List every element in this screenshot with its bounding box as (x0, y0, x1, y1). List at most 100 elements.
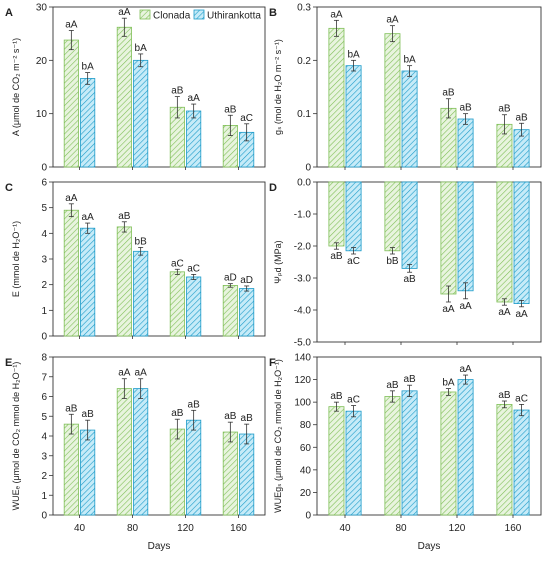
y-tick-label: 2 (41, 471, 47, 482)
bar-uthirankotta-120 (457, 118, 474, 168)
bar-uthirankotta-120 (186, 276, 202, 337)
bar-clonada-40 (328, 27, 345, 168)
significance-label: aA (135, 368, 148, 379)
significance-label: aA (459, 301, 472, 312)
bar-clonada-120 (440, 181, 457, 295)
bar-uthirankotta-40 (80, 429, 96, 516)
y-tick-label: -3.0 (294, 274, 312, 285)
significance-label: aB (403, 374, 416, 385)
bar-uthirankotta-160 (239, 288, 255, 337)
significance-label: aB (403, 274, 416, 285)
bar-clonada-40 (328, 406, 345, 516)
panel-f: 0 20 40 60 80 100 120 140 WUEgₛ (μmol de CO₂ mmo… (269, 353, 542, 552)
significance-label: aB (188, 399, 201, 410)
significance-label: aA (118, 368, 131, 379)
significance-label: aB (171, 408, 184, 419)
y-tick-label: 0.1 (297, 109, 311, 120)
bar-uthirankotta-80 (401, 181, 418, 269)
panel-letter: F (269, 357, 276, 369)
bar-clonada-40 (328, 181, 345, 247)
y-tick-label: -2.0 (294, 242, 312, 253)
significance-label: aA (65, 193, 78, 204)
y-tick-label: 2 (41, 280, 47, 291)
significance-label: aC (347, 395, 360, 406)
significance-label: aB (118, 211, 131, 222)
bar-uthirankotta-40 (345, 65, 362, 168)
bar-uthirankotta-80 (133, 59, 149, 168)
bar-uthirankotta-40 (80, 78, 96, 168)
legend-label-clonada: Clonada (153, 11, 191, 22)
x-tick-label: 120 (449, 523, 466, 534)
y-tick-label: 4 (41, 432, 47, 443)
significance-label: aB (171, 86, 184, 97)
x-tick-label: 160 (230, 523, 247, 534)
bar-uthirankotta-80 (133, 388, 149, 516)
x-axis-title: Days (418, 541, 441, 552)
y-tick-label: 0.3 (297, 3, 311, 14)
plot-frame (316, 6, 542, 168)
significance-label: bB (386, 256, 399, 267)
x-tick-label: 80 (127, 523, 139, 534)
y-tick-label: 0 (305, 163, 311, 174)
bar-clonada-80 (116, 26, 132, 168)
y-tick-label: 100 (294, 398, 311, 409)
bar-uthirankotta-80 (133, 250, 149, 337)
significance-label: bA (82, 62, 95, 73)
y-tick-label: 30 (36, 3, 48, 14)
y-tick-label: 40 (300, 465, 312, 476)
bar-uthirankotta-80 (401, 70, 418, 168)
significance-label: aA (82, 212, 95, 223)
x-tick-label: 120 (177, 523, 194, 534)
y-tick-label: 0 (41, 332, 47, 343)
y-tick-label: 7 (41, 372, 47, 383)
y-tick-label: 60 (300, 443, 312, 454)
y-tick-label: 80 (300, 420, 312, 431)
bar-clonada-160 (496, 403, 513, 516)
bar-uthirankotta-160 (513, 181, 530, 304)
bar-uthirankotta-40 (345, 181, 362, 252)
y-axis-title: E (mmol de H₂O⁻¹) (11, 221, 21, 297)
bar-clonada-40 (63, 209, 79, 337)
y-tick-label: -4.0 (294, 306, 312, 317)
panel-d: 0.0 -1.0 -2.0 -3.0 -4.0 -5.0 Ψₚd (MPa) DaB aC bB a… (269, 178, 542, 349)
y-axis-title: WUEgₛ (μmol de CO₂ mmol de H₂O⁻¹) (273, 359, 283, 513)
y-tick-label: 140 (294, 353, 311, 364)
y-tick-label: 0.0 (297, 178, 311, 189)
legend-swatch-uthirankotta (193, 9, 205, 20)
y-tick-label: 5 (41, 412, 47, 423)
plot-frame (52, 6, 266, 168)
significance-label: aA (65, 19, 78, 30)
bar-clonada-160 (222, 431, 238, 516)
bar-clonada-120 (440, 391, 457, 516)
x-tick-label: 80 (395, 523, 407, 534)
y-tick-label: 3 (41, 255, 47, 266)
bar-clonada-160 (222, 285, 238, 337)
panel-letter: A (5, 7, 13, 19)
significance-label: aB (515, 112, 528, 123)
legend-swatch-clonada (139, 9, 151, 20)
panel-letter: D (269, 182, 277, 194)
significance-label: bA (403, 55, 416, 66)
significance-label: aD (224, 273, 237, 284)
plot-frame (316, 181, 542, 343)
bar-clonada-80 (384, 396, 401, 516)
significance-label: aB (498, 104, 511, 115)
significance-label: aB (65, 403, 78, 414)
y-axis-title: WUEₑ (μmol de CO₂ mmol de H₂O⁻¹) (11, 362, 21, 511)
y-tick-label: 0 (41, 511, 47, 522)
bar-uthirankotta-80 (401, 390, 418, 516)
y-tick-label: 3 (41, 451, 47, 462)
bar-clonada-80 (116, 388, 132, 516)
bar-uthirankotta-120 (457, 181, 474, 292)
y-tick-label: 1 (41, 306, 47, 317)
significance-label: aA (442, 304, 455, 315)
bar-clonada-80 (116, 226, 132, 337)
bar-clonada-80 (384, 33, 401, 168)
y-tick-label: 20 (36, 56, 48, 67)
bar-clonada-80 (384, 181, 401, 252)
significance-label: aB (224, 104, 237, 115)
y-tick-label: 10 (36, 109, 48, 120)
y-tick-label: -1.0 (294, 210, 312, 221)
x-tick-label: 40 (339, 523, 351, 534)
